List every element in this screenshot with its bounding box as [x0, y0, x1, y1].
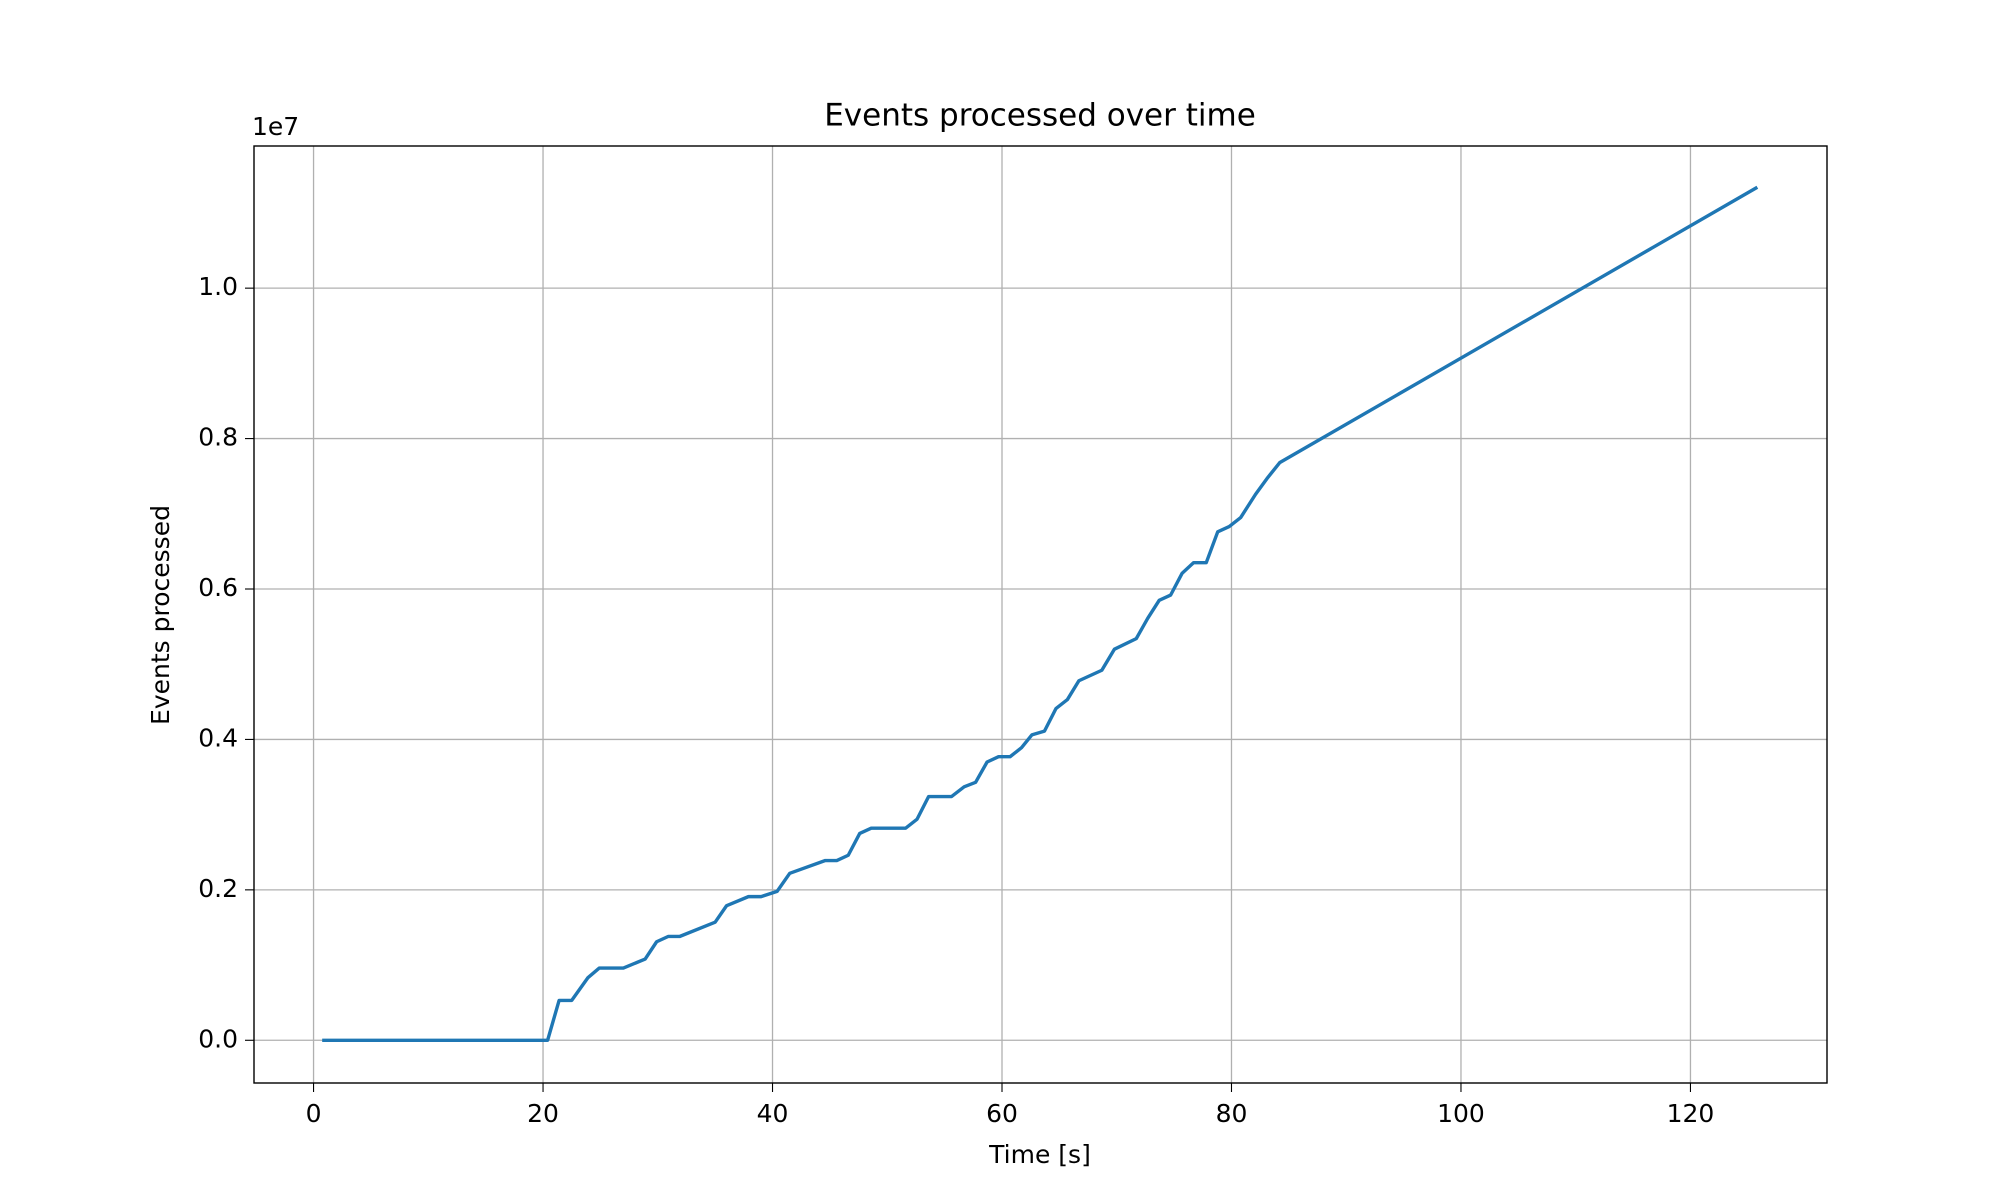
y-tick-label: 0.0: [198, 1024, 238, 1053]
y-axis-label: Events processed: [146, 505, 175, 725]
y-tick-label: 0.2: [198, 874, 238, 903]
chart-title: Events processed over time: [824, 98, 1256, 134]
y-offset-label: 1e7: [252, 112, 299, 141]
y-tick-label: 0.4: [198, 723, 238, 752]
data-line: [322, 185, 1759, 1042]
x-axis-label: Time [s]: [988, 1140, 1091, 1169]
x-tick-label: 100: [1437, 1099, 1485, 1128]
x-tick-label: 20: [527, 1099, 559, 1128]
x-tick-label: 40: [757, 1099, 789, 1128]
x-tick-label: 120: [1667, 1099, 1715, 1128]
y-tick-label: 0.8: [198, 423, 238, 452]
x-tick-label: 60: [986, 1099, 1018, 1128]
y-tick-label: 1.0: [198, 272, 238, 301]
y-tick-label: 0.6: [198, 573, 238, 602]
x-tick-label: 80: [1216, 1099, 1248, 1128]
x-tick-label: 0: [306, 1099, 322, 1128]
plot-frame: [253, 145, 1828, 1084]
